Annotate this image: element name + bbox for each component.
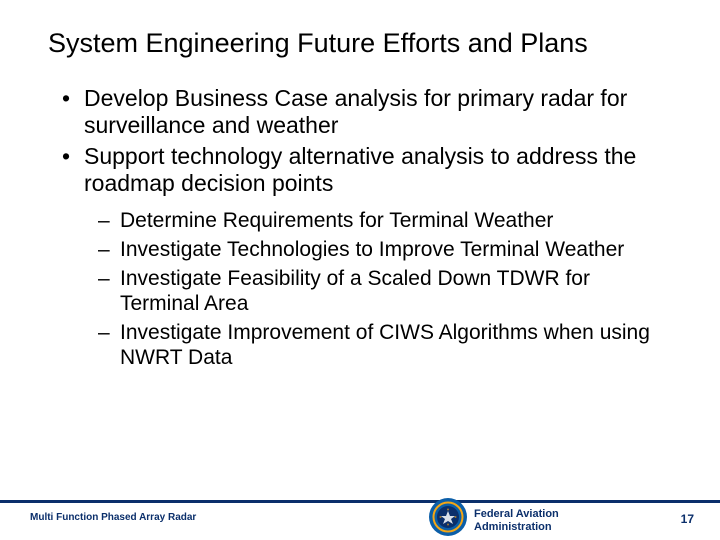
sub-bullet-item: – Investigate Improvement of CIWS Algori…: [98, 320, 672, 370]
sub-bullet-item: – Determine Requirements for Terminal We…: [98, 208, 672, 233]
sub-bullet-list: – Determine Requirements for Terminal We…: [48, 208, 672, 371]
bullet-item: • Develop Business Case analysis for pri…: [48, 85, 672, 139]
bullet-item: • Support technology alternative analysi…: [48, 143, 672, 197]
sub-bullet-text: Investigate Improvement of CIWS Algorith…: [120, 320, 672, 370]
bullet-marker: •: [62, 85, 84, 139]
slide-content: • Develop Business Case analysis for pri…: [48, 85, 672, 371]
sub-bullet-text: Determine Requirements for Terminal Weat…: [120, 208, 672, 233]
page-number: 17: [681, 512, 694, 526]
bullet-text: Support technology alternative analysis …: [84, 143, 672, 197]
faa-seal-icon: [428, 497, 468, 537]
footer-left-text: Multi Function Phased Array Radar: [30, 512, 196, 523]
sub-bullet-item: – Investigate Feasibility of a Scaled Do…: [98, 266, 672, 316]
dash-marker: –: [98, 266, 120, 316]
sub-bullet-text: Investigate Technologies to Improve Term…: [120, 237, 672, 262]
footer-org: Federal Aviation Administration: [474, 508, 559, 534]
bullet-marker: •: [62, 143, 84, 197]
footer-org-line1: Federal Aviation: [474, 508, 559, 521]
sub-bullet-text: Investigate Feasibility of a Scaled Down…: [120, 266, 672, 316]
dash-marker: –: [98, 208, 120, 233]
slide-title: System Engineering Future Efforts and Pl…: [48, 28, 672, 59]
slide-footer: Multi Function Phased Array Radar Federa…: [0, 494, 720, 540]
footer-divider: [0, 500, 720, 503]
bullet-text: Develop Business Case analysis for prima…: [84, 85, 672, 139]
sub-bullet-item: – Investigate Technologies to Improve Te…: [98, 237, 672, 262]
dash-marker: –: [98, 320, 120, 370]
footer-org-line2: Administration: [474, 521, 559, 534]
slide: System Engineering Future Efforts and Pl…: [0, 0, 720, 540]
dash-marker: –: [98, 237, 120, 262]
